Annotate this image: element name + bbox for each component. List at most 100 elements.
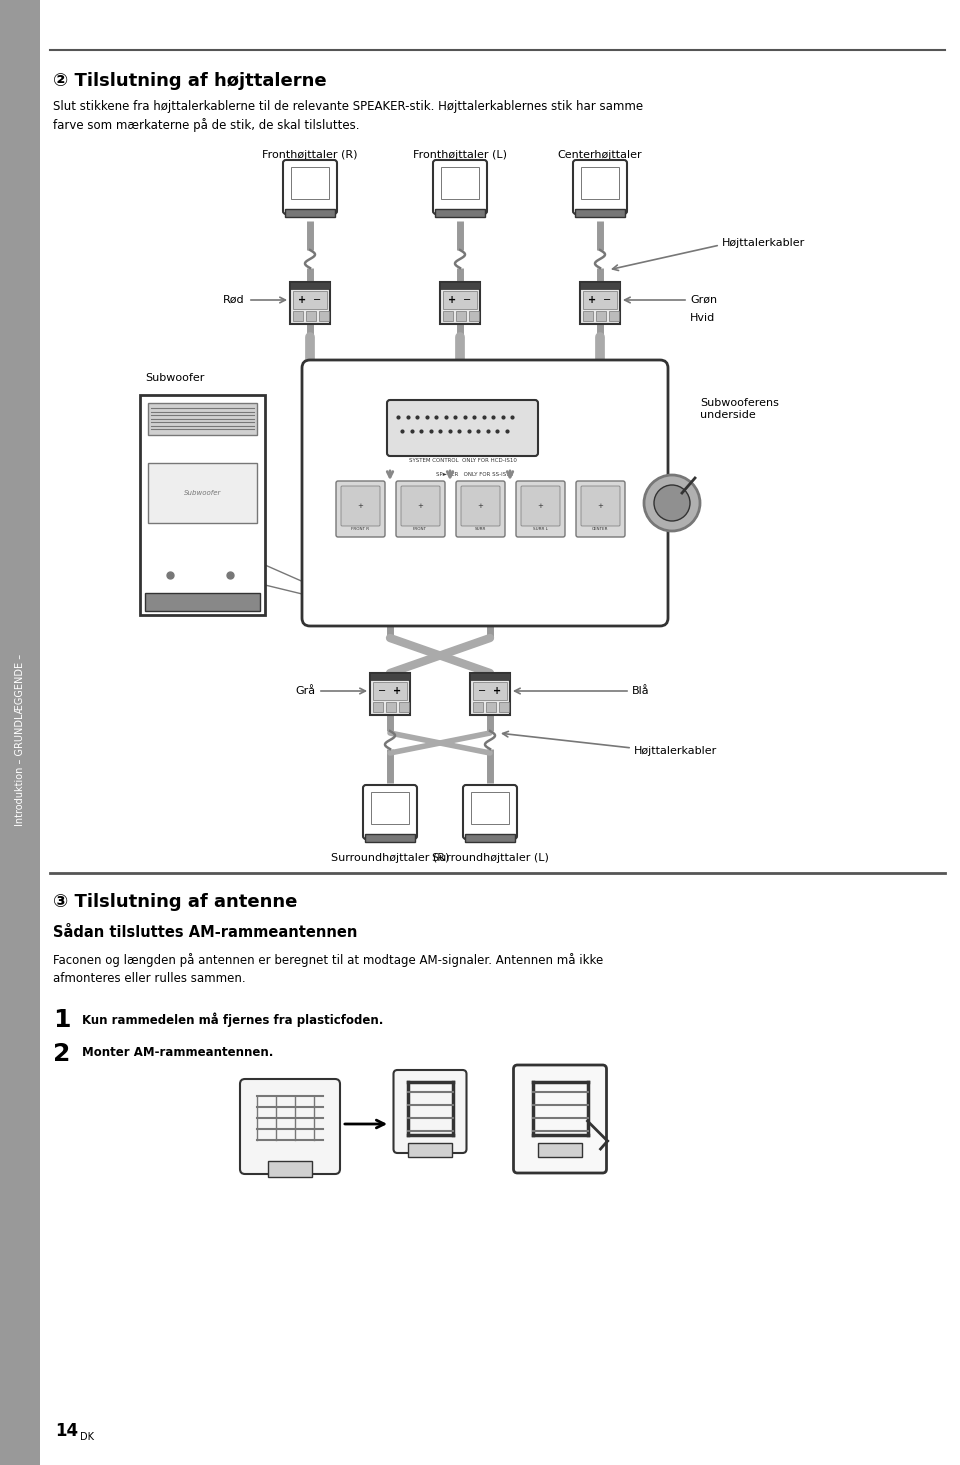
Text: Subwoofer: Subwoofer xyxy=(145,374,204,382)
Bar xyxy=(456,311,466,321)
Text: 2: 2 xyxy=(53,1042,70,1067)
Bar xyxy=(471,793,509,823)
FancyBboxPatch shape xyxy=(433,160,487,214)
Text: Introduktion – GRUNDLÆGGENDE –: Introduktion – GRUNDLÆGGENDE – xyxy=(15,653,25,826)
Text: FRONT: FRONT xyxy=(413,527,427,530)
Text: +: + xyxy=(588,294,596,305)
Text: ② Tilslutning af højttalerne: ② Tilslutning af højttalerne xyxy=(53,72,326,89)
Text: +: + xyxy=(448,294,456,305)
Text: +: + xyxy=(492,686,501,696)
Text: Faconen og længden på antennen er beregnet til at modtage AM-signaler. Antennen : Faconen og længden på antennen er beregn… xyxy=(53,954,603,984)
Bar xyxy=(473,702,483,712)
Bar xyxy=(148,403,257,435)
Text: +: + xyxy=(298,294,306,305)
Text: +: + xyxy=(357,502,363,508)
Text: DK: DK xyxy=(80,1431,94,1442)
Text: Sådan tilsluttes AM-rammeantennen: Sådan tilsluttes AM-rammeantennen xyxy=(53,924,357,941)
Bar xyxy=(293,311,303,321)
Bar xyxy=(486,702,496,712)
Bar xyxy=(583,292,617,309)
Bar xyxy=(580,281,620,324)
Bar xyxy=(290,281,330,289)
Text: SURR: SURR xyxy=(474,527,486,530)
Text: +: + xyxy=(597,502,603,508)
Bar xyxy=(148,463,257,523)
Bar xyxy=(290,281,330,324)
FancyBboxPatch shape xyxy=(461,486,500,526)
Text: Fronthøjttaler (L): Fronthøjttaler (L) xyxy=(413,149,507,160)
Bar xyxy=(470,672,510,680)
Bar xyxy=(145,593,260,611)
FancyBboxPatch shape xyxy=(573,160,627,214)
Bar xyxy=(0,0,40,1465)
FancyBboxPatch shape xyxy=(581,486,620,526)
Bar xyxy=(581,167,619,199)
Text: Monter AM-rammeantennen.: Monter AM-rammeantennen. xyxy=(82,1046,274,1059)
Text: SYSTEM CONTROL  ONLY FOR HCD-IS10: SYSTEM CONTROL ONLY FOR HCD-IS10 xyxy=(409,459,516,463)
FancyBboxPatch shape xyxy=(336,481,385,538)
Circle shape xyxy=(654,485,690,522)
Bar xyxy=(596,311,606,321)
Bar xyxy=(473,683,507,700)
FancyBboxPatch shape xyxy=(387,400,538,456)
Text: −: − xyxy=(603,294,612,305)
Text: +: + xyxy=(477,502,483,508)
Bar xyxy=(443,292,477,309)
Text: 1: 1 xyxy=(53,1008,70,1031)
Bar xyxy=(306,311,316,321)
Bar xyxy=(443,311,453,321)
Bar xyxy=(268,1160,312,1176)
Text: Højttalerkabler: Højttalerkabler xyxy=(634,746,717,756)
Text: Blå: Blå xyxy=(632,686,650,696)
Text: Hvid: Hvid xyxy=(690,314,715,322)
Bar xyxy=(386,702,396,712)
Bar xyxy=(408,1143,452,1157)
Text: Fronthøjttaler (R): Fronthøjttaler (R) xyxy=(262,149,358,160)
Bar xyxy=(140,396,265,615)
Text: CENTER: CENTER xyxy=(591,527,609,530)
FancyBboxPatch shape xyxy=(521,486,560,526)
Bar xyxy=(575,209,625,217)
FancyBboxPatch shape xyxy=(240,1080,340,1173)
Bar xyxy=(373,702,383,712)
Text: −: − xyxy=(313,294,321,305)
Bar xyxy=(441,167,479,199)
Text: Subwoofer: Subwoofer xyxy=(183,489,221,497)
FancyBboxPatch shape xyxy=(341,486,380,526)
Text: +: + xyxy=(537,502,543,508)
Text: ③ Tilslutning af antenne: ③ Tilslutning af antenne xyxy=(53,894,298,911)
FancyBboxPatch shape xyxy=(302,360,668,626)
FancyBboxPatch shape xyxy=(396,481,445,538)
Text: Surroundhøjttaler (L): Surroundhøjttaler (L) xyxy=(432,853,548,863)
Bar xyxy=(435,209,485,217)
Bar xyxy=(293,292,327,309)
FancyBboxPatch shape xyxy=(514,1065,607,1173)
Bar xyxy=(291,167,329,199)
Bar xyxy=(465,834,515,842)
Bar xyxy=(365,834,415,842)
Text: 14: 14 xyxy=(55,1423,78,1440)
Text: Surroundhøjttaler (R): Surroundhøjttaler (R) xyxy=(331,853,449,863)
Bar xyxy=(499,702,509,712)
Text: Centerhøjttaler: Centerhøjttaler xyxy=(558,149,642,160)
Text: Kun rammedelen må fjernes fra plasticfoden.: Kun rammedelen må fjernes fra plasticfod… xyxy=(82,1012,383,1027)
Bar xyxy=(373,683,407,700)
Bar xyxy=(440,281,480,289)
Bar xyxy=(538,1143,582,1157)
Bar xyxy=(583,311,593,321)
FancyBboxPatch shape xyxy=(363,785,417,839)
Bar xyxy=(285,209,335,217)
FancyBboxPatch shape xyxy=(401,486,440,526)
FancyBboxPatch shape xyxy=(456,481,505,538)
Text: SURR L: SURR L xyxy=(533,527,547,530)
Text: FRONT R: FRONT R xyxy=(351,527,369,530)
Bar xyxy=(470,672,510,715)
Bar xyxy=(370,672,410,680)
FancyBboxPatch shape xyxy=(516,481,565,538)
Bar xyxy=(609,311,619,321)
FancyBboxPatch shape xyxy=(283,160,337,214)
Circle shape xyxy=(644,475,700,530)
Text: Grøn: Grøn xyxy=(690,294,717,305)
Bar xyxy=(371,793,409,823)
Bar xyxy=(440,281,480,324)
